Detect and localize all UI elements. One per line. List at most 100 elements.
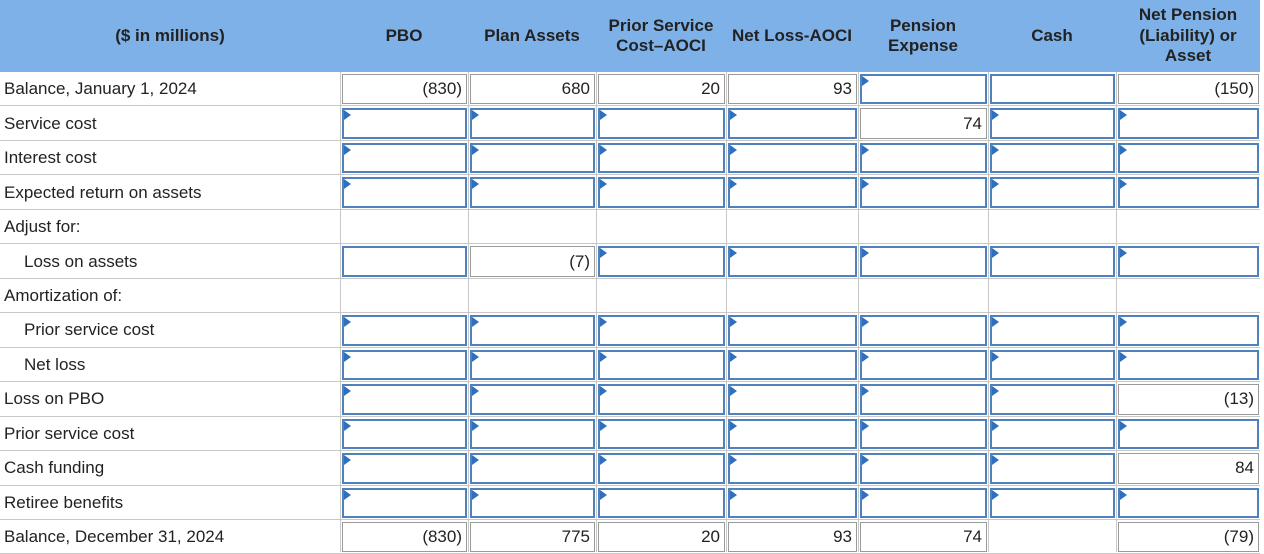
column-header: Prior Service Cost–AOCI (596, 0, 726, 72)
input-cell[interactable] (990, 142, 1115, 174)
row-label: Expected return on assets (4, 182, 202, 202)
input-cell[interactable] (728, 315, 857, 346)
input-cell[interactable] (728, 177, 857, 208)
input-marker (1120, 420, 1127, 431)
input-cell[interactable] (860, 418, 987, 450)
input-cell[interactable] (1118, 487, 1259, 518)
input-cell[interactable] (860, 453, 987, 484)
input-cell[interactable] (598, 453, 725, 484)
input-cell[interactable] (860, 487, 987, 518)
input-cell[interactable] (470, 384, 595, 415)
column-divider (340, 72, 341, 552)
input-cell[interactable] (990, 453, 1115, 484)
input-cell[interactable] (990, 108, 1115, 139)
input-marker (344, 317, 351, 328)
input-cell[interactable] (470, 142, 595, 174)
input-cell[interactable] (598, 349, 725, 381)
cell-value: 93 (728, 521, 857, 553)
input-cell[interactable] (470, 487, 595, 518)
input-marker (730, 386, 737, 397)
cell-value: 84 (1118, 453, 1259, 484)
cell-value: 775 (470, 521, 595, 553)
input-cell[interactable] (598, 108, 725, 139)
input-cell[interactable] (470, 315, 595, 346)
input-marker (992, 489, 999, 500)
input-cell[interactable] (728, 349, 857, 381)
input-cell[interactable] (470, 177, 595, 208)
cell-value: 680 (470, 74, 595, 105)
input-cell[interactable] (342, 384, 467, 415)
column-divider (988, 72, 989, 552)
input-cell[interactable] (342, 487, 467, 518)
input-cell[interactable] (990, 487, 1115, 518)
input-cell[interactable] (990, 418, 1115, 450)
input-cell[interactable] (342, 418, 467, 450)
input-cell[interactable] (1118, 108, 1259, 139)
input-cell[interactable] (728, 418, 857, 450)
input-cell[interactable] (860, 177, 987, 208)
input-cell[interactable] (728, 487, 857, 518)
input-cell[interactable] (860, 384, 987, 415)
input-cell[interactable] (990, 384, 1115, 415)
input-marker (1120, 179, 1127, 190)
column-header: Net Loss-AOCI (726, 0, 858, 72)
column-divider (468, 72, 469, 552)
row-label: Balance, December 31, 2024 (4, 527, 225, 547)
input-cell[interactable] (470, 418, 595, 450)
input-cell[interactable] (728, 384, 857, 415)
input-cell[interactable] (860, 142, 987, 174)
input-cell[interactable] (728, 453, 857, 484)
input-cell[interactable] (860, 349, 987, 381)
input-cell[interactable] (598, 384, 725, 415)
row-label: Interest cost (4, 148, 97, 168)
input-cell[interactable] (342, 349, 467, 381)
input-cell[interactable] (1118, 177, 1259, 208)
row-divider (0, 139, 1260, 141)
input-cell[interactable] (860, 246, 987, 277)
input-cell[interactable] (1118, 142, 1259, 174)
cell-value: 20 (598, 521, 725, 553)
input-cell[interactable] (598, 315, 725, 346)
input-marker (862, 76, 869, 86)
input-cell[interactable] (860, 74, 987, 105)
input-marker (600, 455, 607, 466)
input-cell[interactable] (1118, 246, 1259, 277)
input-cell[interactable] (990, 74, 1115, 105)
input-cell[interactable] (598, 177, 725, 208)
input-cell[interactable] (1118, 315, 1259, 346)
input-marker (992, 317, 999, 328)
input-marker (344, 455, 351, 466)
input-cell[interactable] (990, 315, 1115, 346)
input-cell[interactable] (470, 349, 595, 381)
input-cell[interactable] (990, 246, 1115, 277)
input-cell[interactable] (342, 246, 467, 277)
input-cell[interactable] (342, 142, 467, 174)
input-cell[interactable] (1118, 349, 1259, 381)
cell-value: (830) (342, 521, 467, 553)
input-cell[interactable] (342, 177, 467, 208)
row-label: Service cost (4, 113, 97, 133)
input-cell[interactable] (728, 246, 857, 277)
input-marker (344, 179, 351, 190)
input-cell[interactable] (728, 142, 857, 174)
input-cell[interactable] (470, 453, 595, 484)
input-cell[interactable] (598, 487, 725, 518)
input-cell[interactable] (990, 349, 1115, 381)
input-cell[interactable] (598, 246, 725, 277)
row-divider (0, 518, 1260, 520)
input-cell[interactable] (342, 108, 467, 139)
input-cell[interactable] (860, 315, 987, 346)
input-cell[interactable] (598, 142, 725, 174)
input-cell[interactable] (728, 108, 857, 139)
input-marker (1120, 351, 1127, 362)
input-cell[interactable] (342, 453, 467, 484)
input-cell[interactable] (470, 108, 595, 139)
input-cell[interactable] (1118, 418, 1259, 450)
input-cell[interactable] (342, 315, 467, 346)
input-cell[interactable] (990, 177, 1115, 208)
row-label: Retiree benefits (4, 492, 124, 512)
input-marker (344, 489, 351, 500)
input-marker (1120, 110, 1127, 121)
input-cell[interactable] (598, 418, 725, 450)
row-label: Net loss (24, 354, 86, 374)
